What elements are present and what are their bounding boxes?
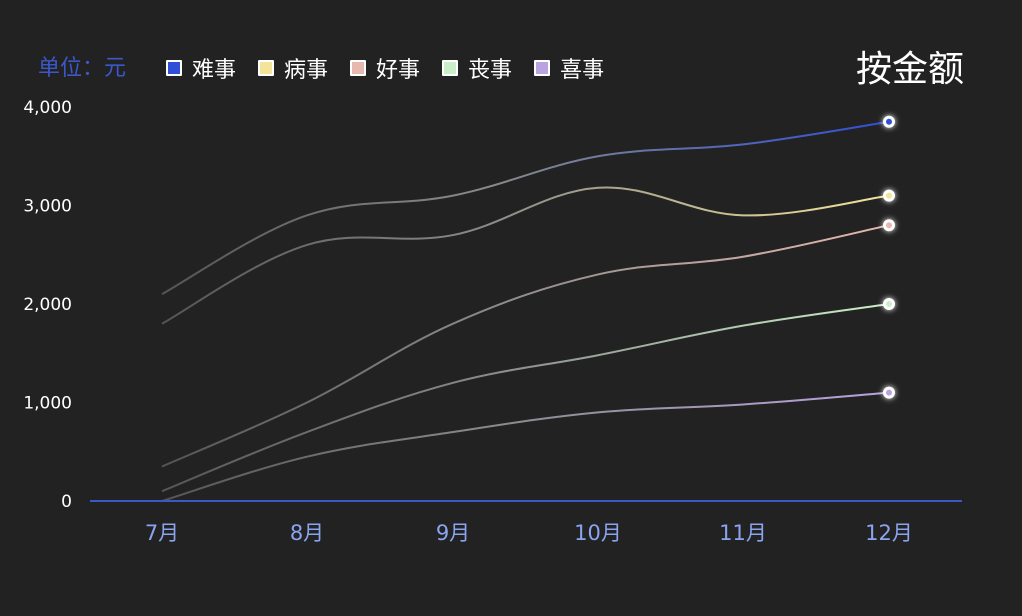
- series-line-3: [161, 303, 890, 493]
- chart-legend: 难事 病事 好事 丧事 喜事: [166, 52, 604, 84]
- x-tick-label: 11月: [719, 521, 767, 545]
- series-end-marker-dot-0: [886, 118, 892, 125]
- legend-label-1: 病事: [284, 58, 329, 83]
- legend-label-2: 好事: [376, 58, 421, 83]
- legend-label-4: 喜事: [560, 58, 605, 83]
- x-tick-label: 12月: [865, 521, 913, 545]
- legend-item-2[interactable]: 好事: [350, 52, 420, 84]
- series-line-0: [161, 120, 890, 296]
- series-end-marker-dot-1: [886, 192, 892, 199]
- series-line-2: [161, 224, 890, 468]
- y-tick-label: 3,000: [23, 197, 72, 217]
- y-tick-label: 0: [61, 492, 72, 512]
- series-line-1: [161, 186, 890, 325]
- legend-label-3: 丧事: [468, 58, 513, 83]
- x-tick-label: 9月: [436, 521, 470, 545]
- unit-label: 单位：元: [38, 56, 127, 81]
- x-tick-label: 10月: [574, 521, 622, 545]
- legend-swatch-3: [442, 60, 459, 76]
- series-line-4: [161, 391, 890, 502]
- series-end-marker-dot-2: [886, 222, 892, 229]
- legend-item-4[interactable]: 喜事: [534, 52, 604, 84]
- legend-label-0: 难事: [192, 58, 237, 83]
- legend-swatch-2: [350, 60, 367, 76]
- y-tick-label: 2,000: [23, 295, 72, 315]
- chart-title: 按金额: [855, 49, 964, 90]
- legend-item-1[interactable]: 病事: [258, 52, 328, 84]
- series-end-marker-dot-4: [886, 389, 892, 396]
- x-tick-label: 8月: [290, 521, 324, 545]
- series-end-marker-dot-3: [886, 301, 892, 307]
- y-tick-label: 4,000: [23, 98, 72, 118]
- legend-swatch-4: [534, 60, 551, 76]
- legend-item-3[interactable]: 丧事: [442, 52, 512, 84]
- legend-item-0[interactable]: 难事: [166, 52, 236, 84]
- legend-swatch-1: [258, 60, 275, 76]
- y-tick-label: 1,000: [23, 394, 72, 414]
- legend-swatch-0: [166, 60, 182, 76]
- x-tick-label: 7月: [145, 521, 179, 545]
